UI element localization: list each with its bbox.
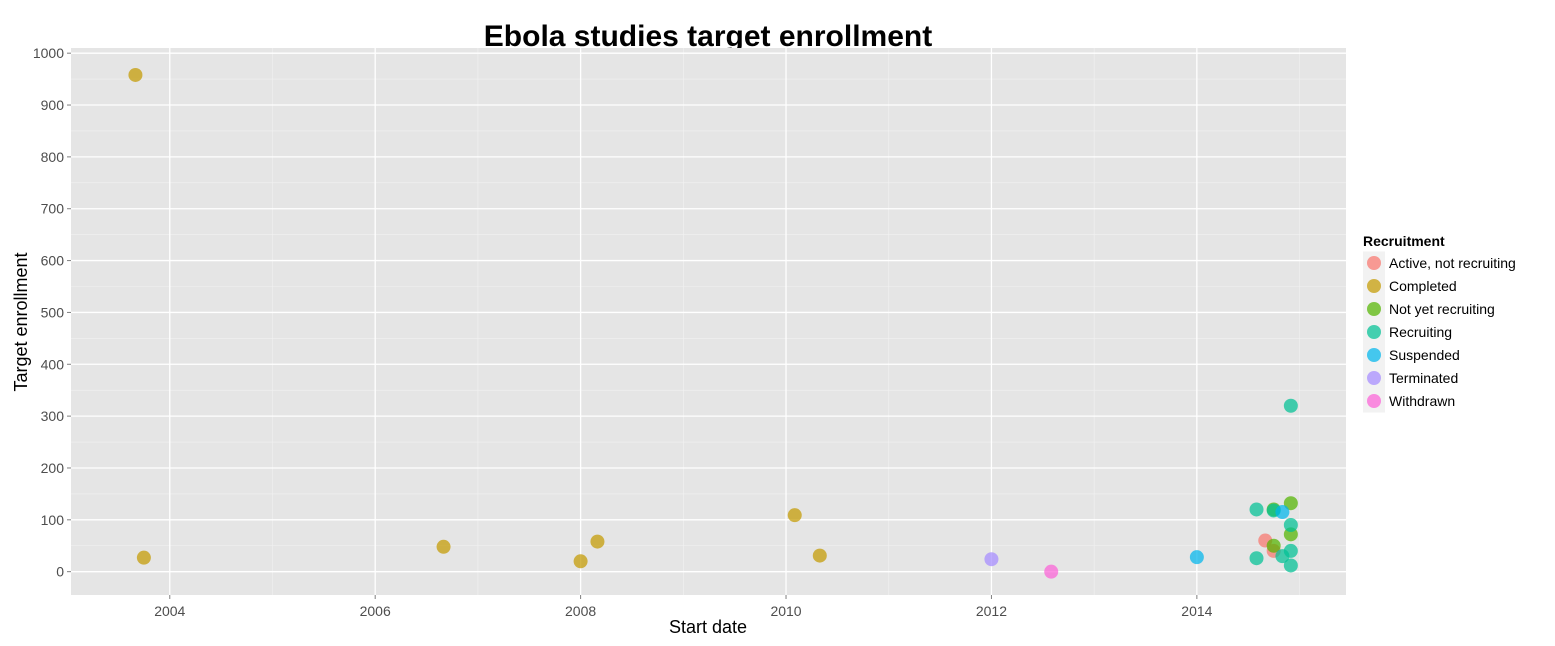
data-point-recruiting (1249, 551, 1264, 566)
data-point-completed (436, 539, 451, 554)
major-gridlines (71, 48, 1346, 595)
data-point-recruiting (1249, 502, 1264, 517)
legend-label: Recruiting (1389, 324, 1452, 340)
x-tick-label: 2012 (976, 603, 1007, 619)
data-point-suspended (1189, 550, 1204, 565)
y-tick-label: 100 (41, 512, 65, 528)
data-point-completed (136, 550, 151, 565)
data-point-suspended (1275, 505, 1290, 520)
y-tick-label: 500 (41, 304, 65, 320)
data-point-completed (128, 67, 143, 82)
y-tick-label: 300 (41, 408, 65, 424)
legend-label: Completed (1389, 278, 1457, 294)
plot-panel (71, 48, 1346, 595)
legend-label: Withdrawn (1389, 393, 1455, 409)
data-point-recruiting (1283, 518, 1298, 533)
x-tick-label: 2006 (360, 603, 391, 619)
legend-title: Recruitment (1363, 233, 1445, 249)
legend-label: Not yet recruiting (1389, 301, 1495, 317)
chart-title: Ebola studies target enrollment (484, 20, 932, 53)
data-point-not-yet-recruiting (1283, 496, 1298, 511)
x-axis-label: Start date (669, 617, 747, 637)
y-tick-label: 400 (41, 356, 65, 372)
y-tick-label: 1000 (33, 45, 64, 61)
legend-label: Active, not recruiting (1389, 255, 1516, 271)
data-point-recruiting (1275, 549, 1290, 564)
minor-gridlines (71, 48, 1346, 595)
x-tick-label: 2010 (770, 603, 801, 619)
y-tick-label: 200 (41, 460, 65, 476)
y-tick-label: 0 (56, 564, 64, 580)
y-tick-label: 800 (41, 149, 65, 165)
y-axis-label: Target enrollment (11, 252, 31, 391)
legend-label: Terminated (1389, 370, 1458, 386)
legend-swatch (1367, 371, 1381, 385)
legend-swatch (1367, 256, 1381, 270)
y-tick-label: 900 (41, 97, 65, 113)
data-points (128, 67, 1298, 579)
data-point-not-yet-recruiting (1266, 538, 1281, 553)
legend-swatch (1367, 348, 1381, 362)
data-point-recruiting (1283, 558, 1298, 573)
data-point-completed (590, 534, 605, 549)
legend-label: Suspended (1389, 347, 1460, 363)
data-point-completed (812, 548, 827, 563)
y-tick-label: 700 (41, 201, 65, 217)
data-point-recruiting (1283, 398, 1298, 413)
legend-swatch (1367, 279, 1381, 293)
legend-swatch (1367, 325, 1381, 339)
x-tick-label: 2008 (565, 603, 596, 619)
y-axis-ticks: 0 100 200 300 400 500 600 700 800 900 1000 (33, 45, 71, 580)
data-point-withdrawn (1044, 564, 1059, 579)
legend: Recruitment Active, not recruiting Comple… (1363, 233, 1516, 413)
legend-swatch (1367, 394, 1381, 408)
x-axis-ticks: 2004 2006 2008 2010 2012 2014 (154, 595, 1213, 619)
y-tick-label: 600 (41, 253, 65, 269)
data-point-completed (573, 554, 588, 569)
data-point-terminated (984, 552, 999, 567)
data-point-completed (787, 508, 802, 523)
legend-swatch (1367, 302, 1381, 316)
x-tick-label: 2014 (1181, 603, 1212, 619)
x-tick-label: 2004 (154, 603, 185, 619)
